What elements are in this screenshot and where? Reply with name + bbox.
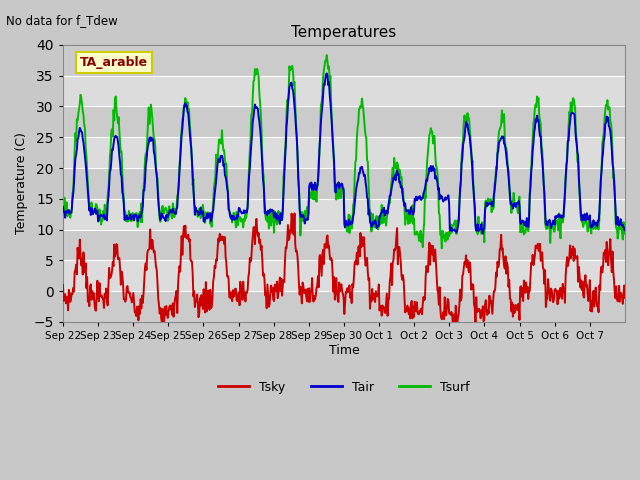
Tsky [450, 322, 458, 328]
Tair [256, 125, 264, 131]
Tair [435, 187, 442, 192]
Title: Temperatures: Temperatures [291, 24, 397, 39]
Tair [59, 204, 67, 210]
Tair [621, 228, 629, 233]
Tsurf [125, 208, 132, 214]
Line: Tsky: Tsky [63, 213, 625, 325]
Tair [125, 216, 132, 221]
Tsky [59, 282, 67, 288]
Y-axis label: Temperature (C): Temperature (C) [15, 132, 28, 234]
Line: Tair: Tair [63, 73, 625, 234]
Tsky [125, 290, 132, 296]
Tsurf [435, 182, 442, 188]
Bar [63, 107, 625, 137]
Tair [323, 71, 331, 76]
Legend: Tsky, Tair, Tsurf: Tsky, Tair, Tsurf [213, 376, 475, 399]
Tair [278, 217, 285, 223]
Tsurf [438, 245, 445, 251]
Tsky [278, 276, 285, 282]
Tsky [621, 295, 629, 300]
Tsurf [256, 100, 264, 106]
Bar [63, 45, 625, 76]
Bar [63, 229, 625, 261]
Line: Tsurf: Tsurf [63, 55, 625, 248]
Tsurf [59, 206, 67, 212]
Tsky [291, 210, 298, 216]
X-axis label: Time: Time [328, 344, 359, 357]
Tsurf [403, 215, 410, 220]
Tair [403, 208, 410, 214]
Text: TA_arable: TA_arable [80, 56, 148, 69]
Tsky [403, 309, 410, 314]
Tsky [435, 290, 442, 296]
Tsurf [621, 227, 629, 232]
Tsky [256, 237, 264, 242]
Tair [228, 217, 236, 223]
Tsurf [323, 52, 331, 58]
Tsurf [228, 219, 236, 225]
Tair [479, 231, 486, 237]
Tsurf [278, 213, 285, 218]
Bar [63, 291, 625, 322]
Tsky [228, 298, 236, 304]
Text: No data for f_Tdew: No data for f_Tdew [6, 14, 118, 27]
Bar [63, 168, 625, 199]
